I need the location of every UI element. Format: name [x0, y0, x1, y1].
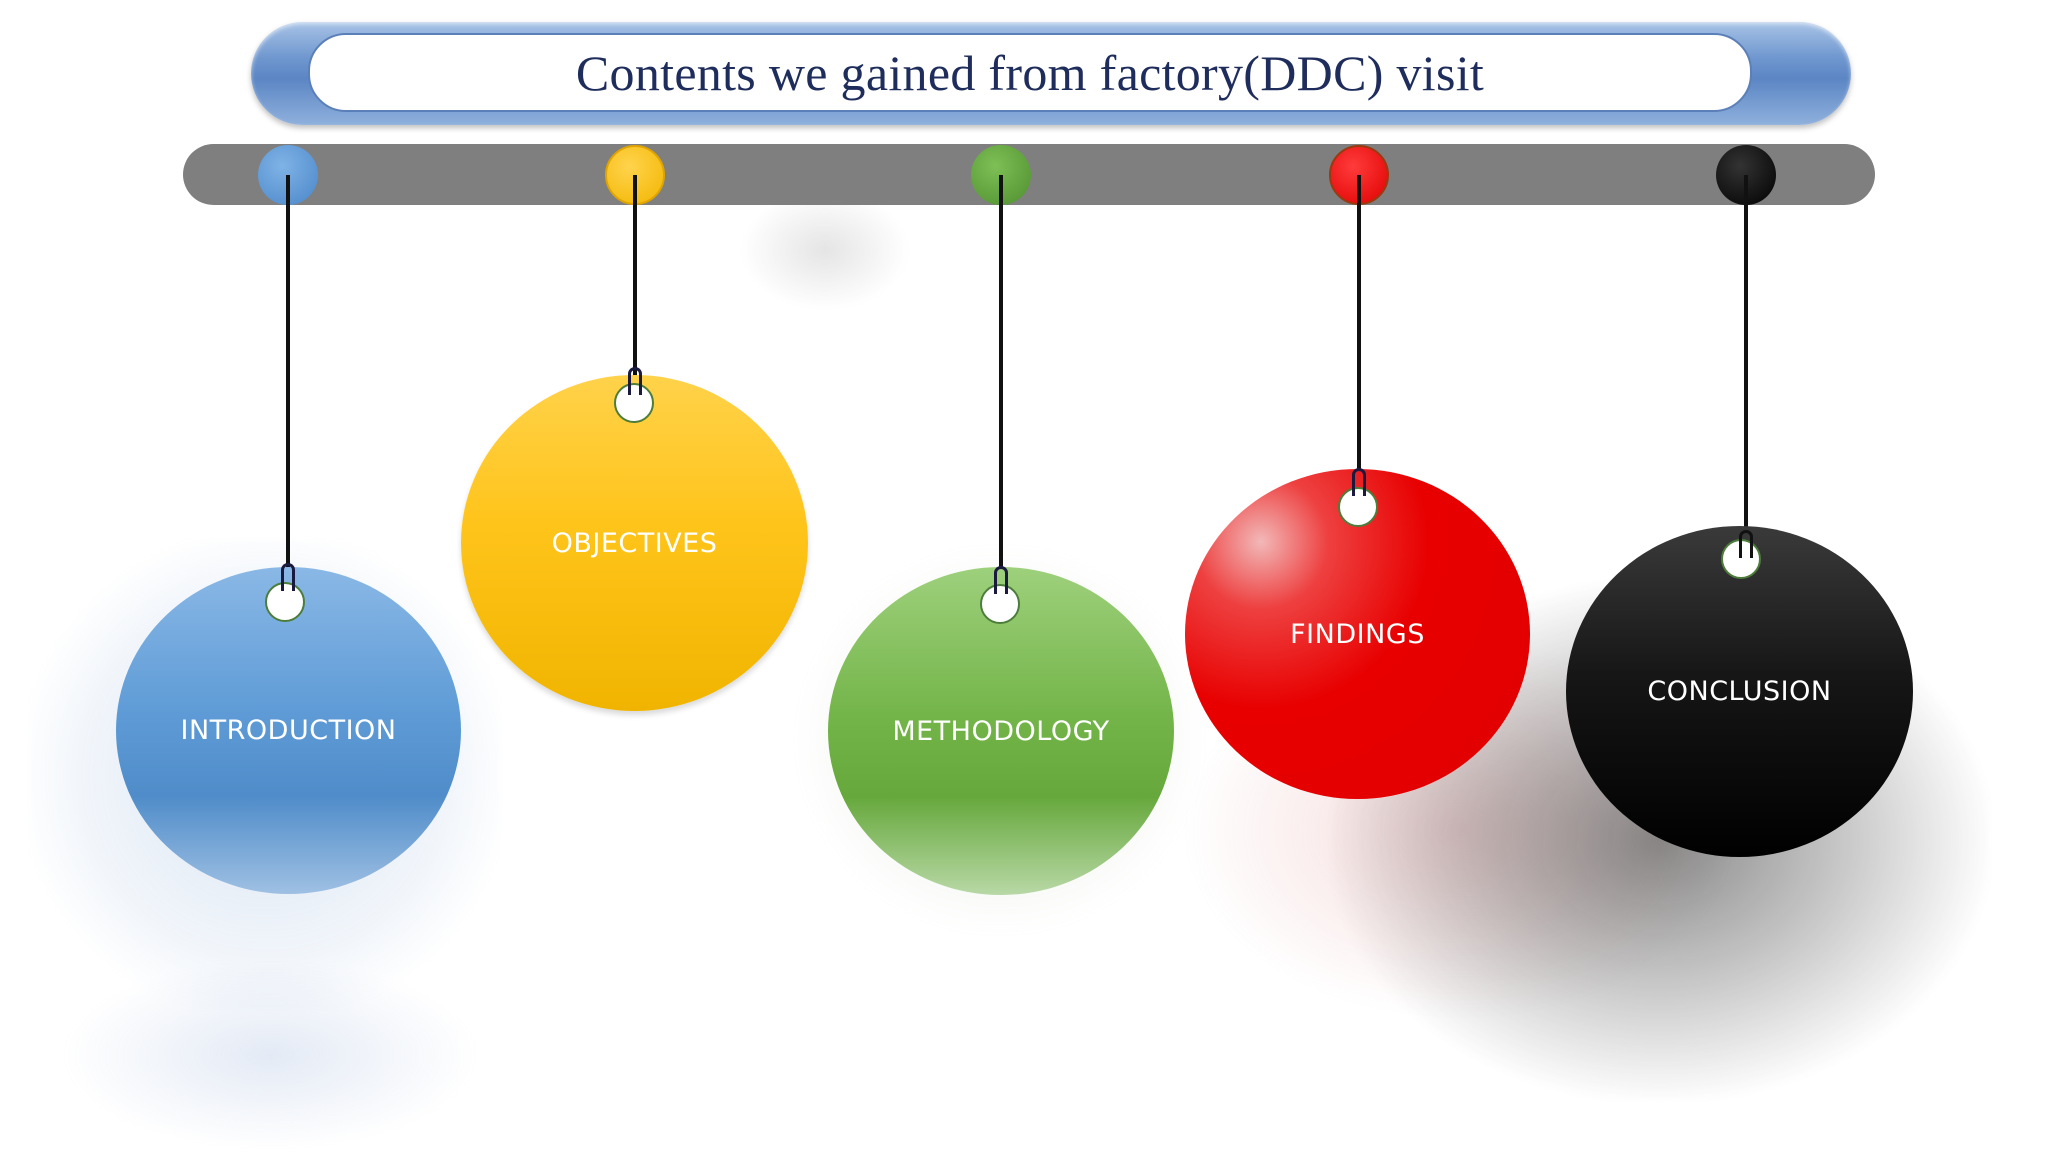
title-banner: Contents we gained from factory(DDC) vis… — [251, 22, 1851, 125]
shadow-gray-top — [740, 190, 910, 310]
rope-objectives — [633, 175, 637, 380]
clip-objectives — [628, 367, 642, 395]
rope-introduction — [286, 175, 290, 575]
ball-label-methodology: METHODOLOGY — [892, 715, 1110, 747]
clip-findings — [1352, 468, 1366, 496]
hook-findings — [1338, 487, 1378, 527]
title-box: Contents we gained from factory(DDC) vis… — [308, 33, 1752, 112]
ball-objectives[interactable]: OBJECTIVES — [461, 375, 808, 711]
rope-methodology — [999, 175, 1003, 575]
rope-conclusion — [1744, 175, 1748, 560]
slide-title: Contents we gained from factory(DDC) vis… — [575, 44, 1485, 101]
ball-label-objectives: OBJECTIVES — [551, 527, 718, 559]
ball-label-findings: FINDINGS — [1290, 618, 1425, 650]
ball-label-conclusion: CONCLUSION — [1647, 676, 1832, 707]
rope-findings — [1357, 175, 1361, 475]
shadow-blue-lower — [60, 960, 480, 1150]
clip-conclusion — [1739, 530, 1753, 558]
clip-introduction — [281, 563, 295, 591]
ball-conclusion[interactable]: CONCLUSION — [1566, 526, 1913, 857]
ball-label-introduction: INTRODUCTION — [180, 715, 397, 746]
hook-objectives — [614, 383, 654, 423]
clip-methodology — [994, 566, 1008, 594]
